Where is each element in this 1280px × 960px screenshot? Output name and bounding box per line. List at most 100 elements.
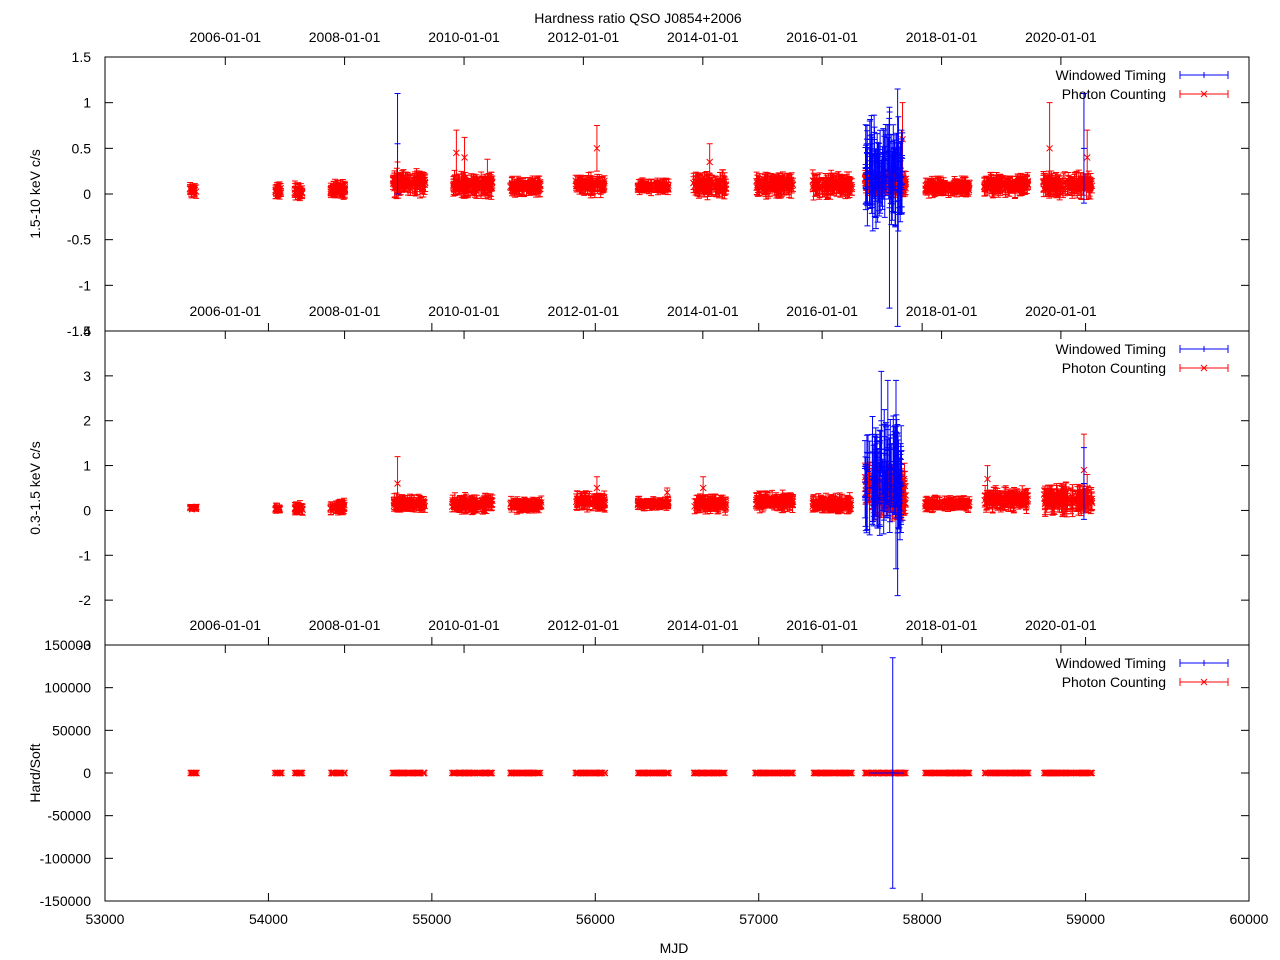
pc-point [698,173,706,193]
wt-point [897,443,904,485]
pc-point [1051,176,1059,191]
wt-point [895,116,902,193]
pc-point [636,502,643,511]
wt-point [889,142,896,213]
pc-point [1004,488,1012,503]
wt-point [897,142,904,223]
pc-point [272,505,280,512]
pc-point [647,500,655,507]
date-tick-label: 2018-01-01 [906,617,978,633]
pc-point [713,769,721,777]
pc-point [582,769,590,777]
pc-point [1014,176,1021,190]
pc-point [1022,494,1029,506]
pc-point [1000,490,1008,507]
pc-point [994,490,1001,509]
pc-point [420,172,428,188]
wt-point [877,430,884,477]
pc-point [940,181,947,195]
wt-point [861,440,868,497]
pc-point [275,504,283,512]
wt-point [898,138,905,215]
pc-point [703,182,711,191]
pc-point [699,769,707,777]
pc-point [529,496,536,512]
y-tick-label: 1 [83,458,91,474]
pc-point [831,495,838,507]
pc-point [1063,492,1071,512]
pc-point [593,476,601,500]
panel-3: 150000 100000 50000 0 -50000 -100000 -150000 53… [27,617,1269,927]
date-tick-label: 2016-01-01 [786,29,858,45]
pc-point [839,498,847,509]
pc-point [639,497,647,505]
pc-point [396,174,404,187]
pc-point [1009,175,1016,190]
pc-point [510,178,518,190]
pc-point [464,497,472,509]
pc-point [578,491,585,507]
pc-series [186,102,1096,202]
pc-point [450,499,458,510]
pc-point [998,176,1006,192]
pc-point [662,183,669,193]
pc-point [526,500,534,508]
wt-point [876,153,883,212]
pc-point [651,179,659,194]
pc-point [957,496,965,510]
y-tick-label: 0 [83,186,91,202]
pc-point [461,136,468,179]
date-tick-label: 2014-01-01 [667,617,739,633]
pc-point [509,181,517,195]
wt-point [889,151,896,205]
pc-point [635,184,643,192]
pc-point [841,769,849,777]
pc-point [1023,176,1031,188]
wt-point [892,379,899,570]
pc-point [786,494,794,511]
wt-series [394,88,1087,327]
pc-point [639,769,646,777]
pc-point [814,500,821,512]
wt-point [896,146,903,215]
pc-point [833,174,840,197]
pc-point [788,769,796,777]
pc-point [391,178,398,199]
pc-point [1077,180,1085,194]
pc-point [276,186,283,200]
pc-point [962,769,970,777]
pc-point [453,129,460,177]
pc-point [520,180,528,197]
pc-point [768,176,776,189]
pc-point [511,769,518,777]
pc-point [952,185,960,194]
pc-point [508,504,515,511]
date-tick-label: 2020-01-01 [1025,29,1097,45]
pc-point [996,173,1004,194]
date-tick-label: 2010-01-01 [428,29,500,45]
pc-point [829,494,836,509]
pc-point [959,186,967,194]
date-tick-label: 2016-01-01 [786,617,858,633]
pc-point [585,495,593,511]
pc-point [981,177,988,197]
date-tick-label: 2012-01-01 [548,303,620,319]
pc-point [1012,180,1019,194]
wt-point [899,132,906,185]
pc-point [341,186,349,194]
wt-point [886,437,893,498]
pc-point [1073,172,1080,191]
pc-point [484,158,491,197]
pc-point [780,769,788,777]
date-tick-label: 2010-01-01 [428,303,500,319]
pc-point [1059,491,1066,518]
y-tick-label: -1 [79,547,92,563]
pc-point [461,769,469,777]
pc-point [521,177,529,190]
pc-point [515,180,523,196]
pc-point [412,175,420,197]
pc-point [1043,769,1051,777]
wt-point [883,134,890,187]
pc-point [923,180,931,196]
